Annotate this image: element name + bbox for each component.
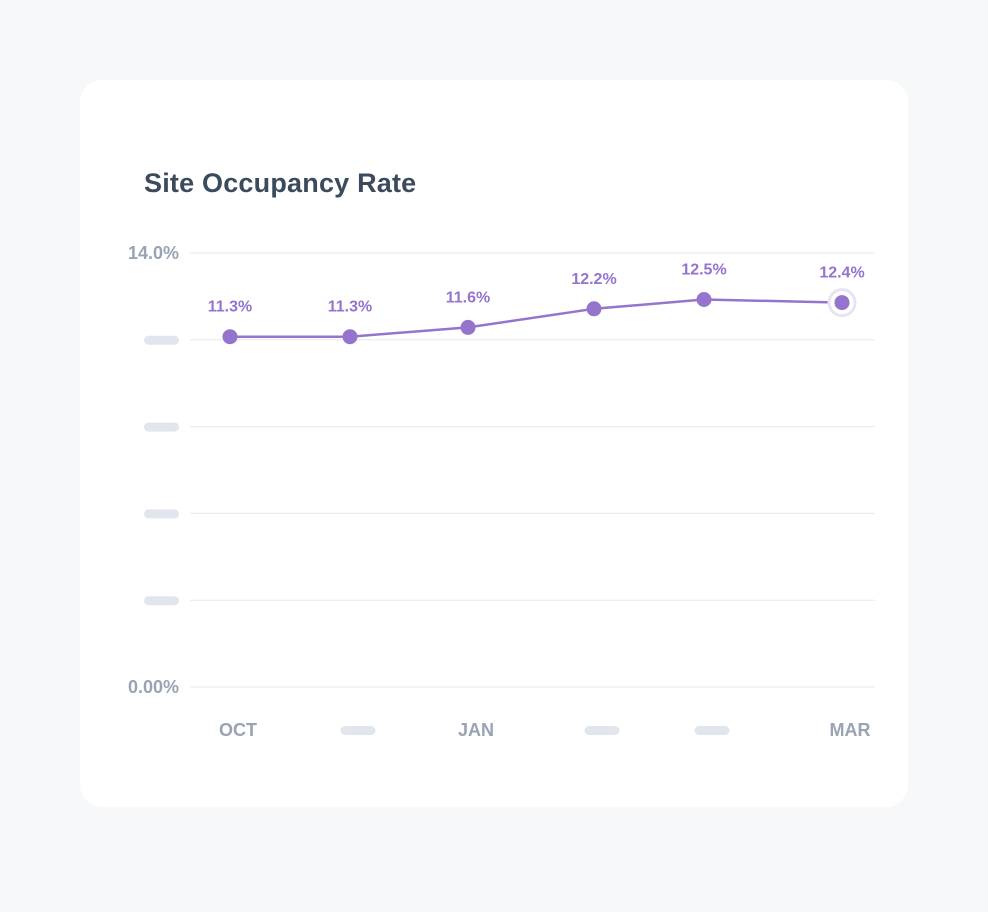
y-tick-placeholder [144,335,179,345]
data-point [696,292,712,307]
data-point [222,329,238,345]
data-point [834,295,850,311]
x-tick-placeholder [694,726,730,735]
x-tick-label: MAR [830,720,871,740]
data-label: 11.3% [208,299,252,316]
data-label: 11.6% [446,289,490,306]
x-tick-placeholder [584,726,620,735]
y-tick-placeholder [144,422,179,432]
y-tick-placeholder [144,596,179,606]
series-line [228,298,844,338]
x-tick-label: JAN [458,720,494,740]
data-label: 12.2% [571,271,616,288]
y-tick-label: 0.00% [128,677,179,697]
data-point [586,301,602,317]
x-tick-placeholder [340,726,376,735]
x-tick-label: OCT [219,720,257,740]
line-chart: 0.00% 14.0% OCT JAN MAR 11.3% 11.3% 11.6% 12.2… [128,243,875,740]
chart-card: Site Occupancy Rate 0.00% 14.0% OCT JAN MAR… [80,80,908,807]
data-label: 11.3% [328,299,372,316]
data-label: 12.4% [819,265,864,282]
data-point [342,329,358,345]
data-point [460,319,476,335]
y-tick-placeholder [144,509,179,519]
y-tick-label: 14.0% [128,243,179,263]
data-label: 12.5% [681,262,726,279]
chart-title: Site Occupancy Rate [144,168,417,198]
